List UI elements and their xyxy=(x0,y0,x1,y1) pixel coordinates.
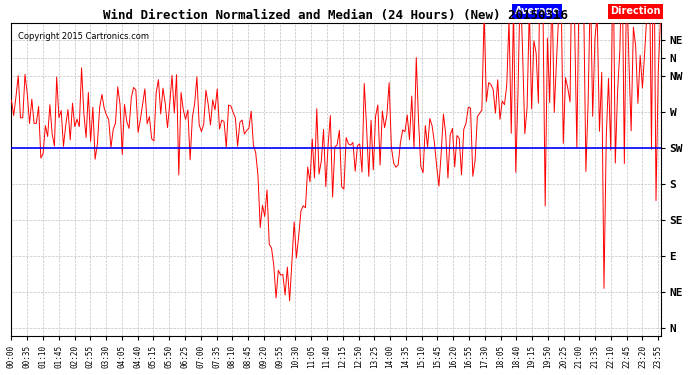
Text: Average: Average xyxy=(515,6,560,16)
Text: Direction: Direction xyxy=(610,6,660,16)
Title: Wind Direction Normalized and Median (24 Hours) (New) 20150316: Wind Direction Normalized and Median (24… xyxy=(104,9,569,21)
Text: Copyright 2015 Cartronics.com: Copyright 2015 Cartronics.com xyxy=(18,32,149,41)
